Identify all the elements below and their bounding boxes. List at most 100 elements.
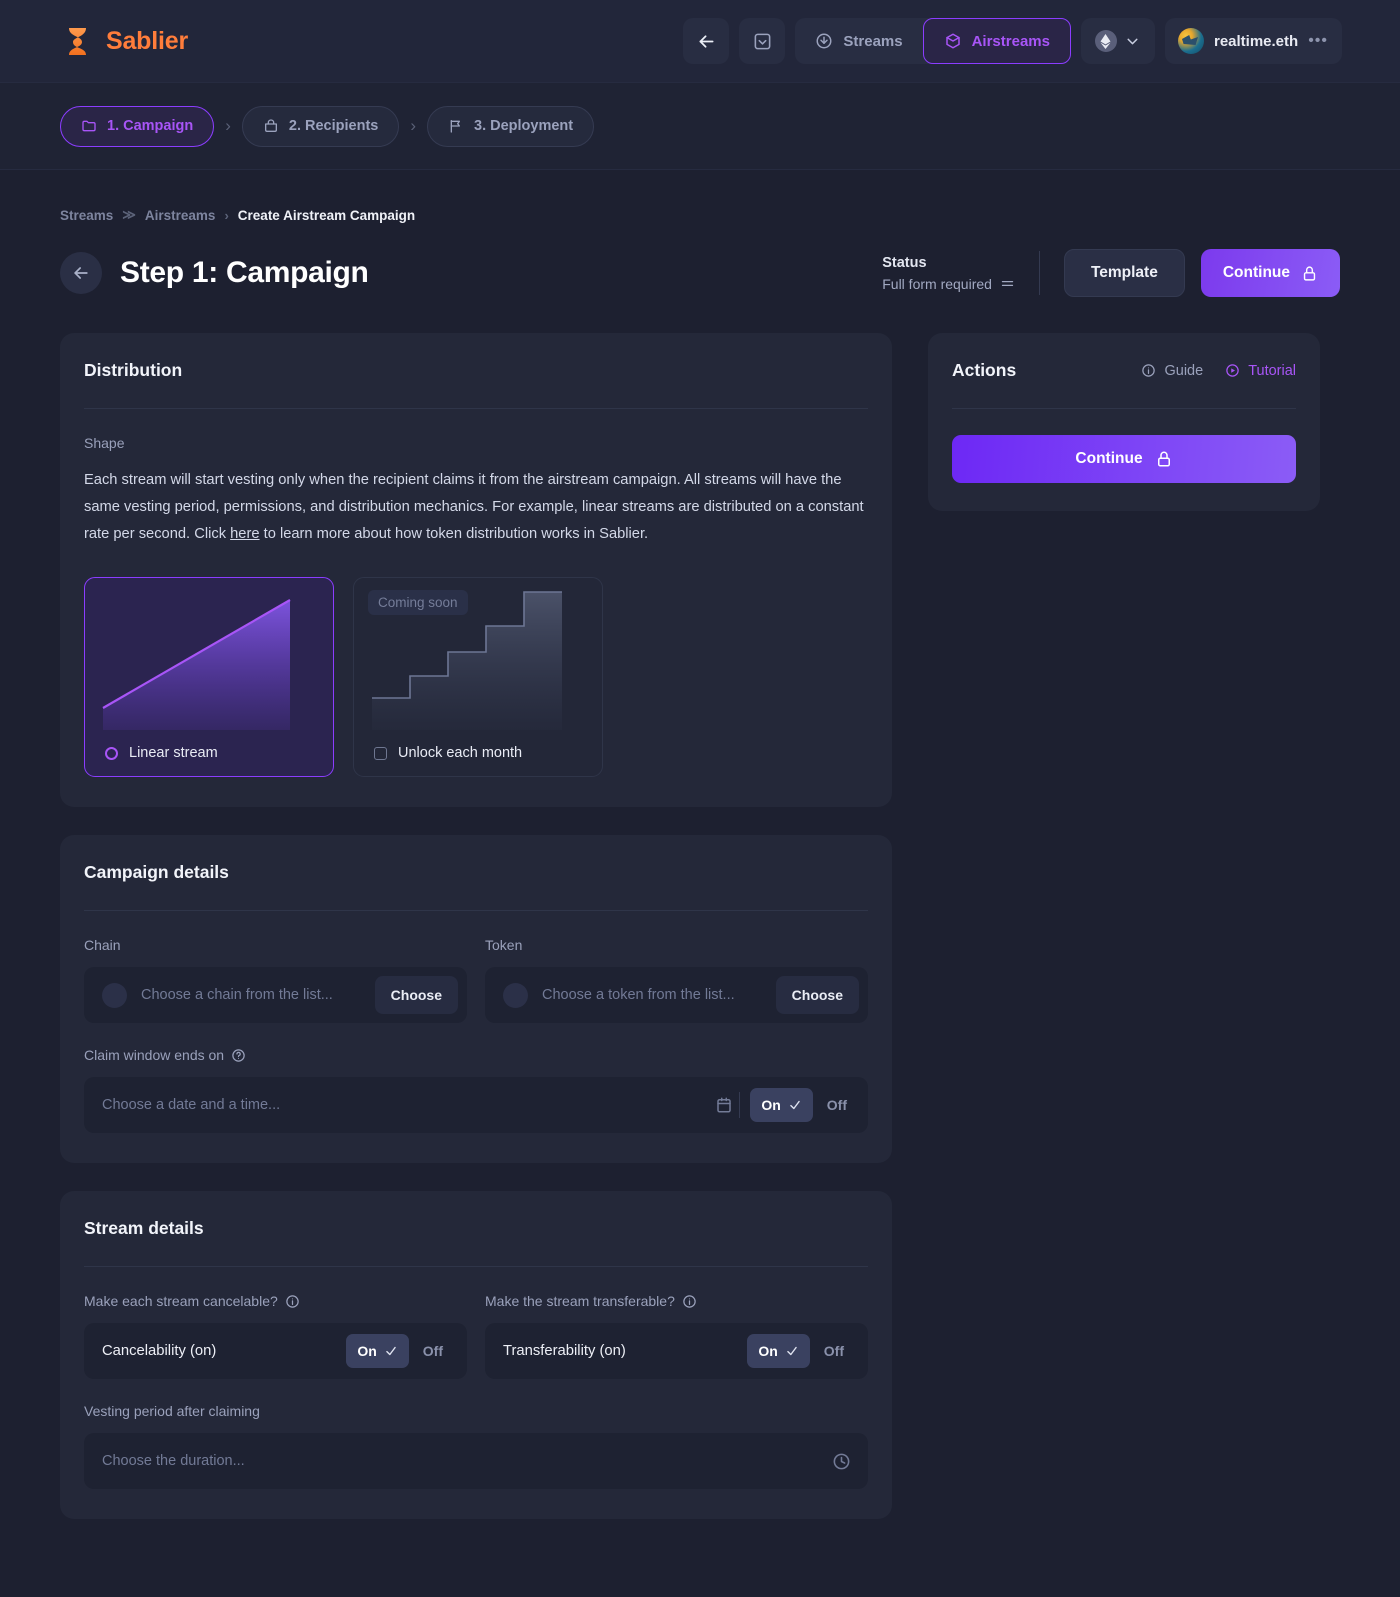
lines-icon bbox=[1001, 281, 1014, 286]
cancelable-on-button[interactable]: On bbox=[346, 1334, 409, 1368]
ethereum-icon bbox=[1094, 30, 1117, 52]
shape-option-unlock-monthly-foot: Unlock each month bbox=[354, 730, 602, 776]
flag-icon bbox=[450, 120, 461, 133]
top-bar: Sablier Streams Airstreams bbox=[0, 0, 1400, 83]
cancelable-off-button[interactable]: Off bbox=[422, 1343, 443, 1359]
claim-window-on-button[interactable]: On bbox=[750, 1088, 813, 1122]
brand[interactable]: Sablier bbox=[60, 24, 188, 58]
continue-button-actions-label: Continue bbox=[1075, 450, 1143, 467]
step-item-deployment[interactable]: 3. Deployment bbox=[427, 105, 595, 147]
actions-card: Actions Guide Tutorial bbox=[928, 333, 1320, 511]
wallet-button[interactable]: realtime.eth ••• bbox=[1164, 18, 1342, 64]
chain-input-row[interactable]: Choose a chain from the list... Choose bbox=[84, 967, 467, 1023]
template-button[interactable]: Template bbox=[1063, 249, 1185, 297]
continue-button-header[interactable]: Continue bbox=[1200, 249, 1340, 297]
token-placeholder: Choose a token from the list... bbox=[542, 987, 735, 1003]
wallet-menu-icon[interactable]: ••• bbox=[1308, 32, 1328, 50]
stream-details-card: Stream details Make each stream cancelab… bbox=[60, 1191, 892, 1519]
unlock-monthly-graph: Coming soon bbox=[354, 578, 602, 730]
transferable-off-button[interactable]: Off bbox=[823, 1343, 844, 1359]
page-header: Step 1: Campaign Status Full form requir… bbox=[60, 245, 1340, 301]
transferable-on-label: On bbox=[758, 1343, 778, 1359]
chain-label: Chain bbox=[84, 937, 121, 953]
nav-back-button[interactable] bbox=[683, 18, 730, 64]
vesting-period-field: Vesting period after claiming Choose the… bbox=[84, 1403, 868, 1489]
transferable-on-button[interactable]: On bbox=[747, 1334, 810, 1368]
left-column: Distribution Shape Each stream will star… bbox=[60, 333, 892, 1547]
step-item-recipients-label: 2. Recipients bbox=[288, 118, 379, 134]
cancelable-label-row: Make each stream cancelable? bbox=[84, 1293, 467, 1309]
divider bbox=[84, 910, 868, 911]
cancelable-field: Make each stream cancelable? Cancelabili… bbox=[84, 1293, 467, 1379]
chain-selector[interactable] bbox=[1080, 18, 1155, 64]
calendar-icon[interactable] bbox=[715, 1096, 733, 1114]
vesting-period-input-row[interactable]: Choose the duration... bbox=[84, 1433, 868, 1489]
avatar bbox=[1177, 28, 1204, 54]
vesting-period-placeholder: Choose the duration... bbox=[102, 1453, 245, 1469]
transferable-toggle: On Off bbox=[747, 1334, 856, 1368]
chain-avatar-placeholder bbox=[102, 982, 127, 1008]
chain-field: Chain Choose a chain from the list... Ch… bbox=[84, 937, 467, 1023]
shape-option-linear[interactable]: Linear stream bbox=[84, 577, 334, 777]
actions-header: Actions Guide Tutorial bbox=[952, 360, 1296, 381]
breadcrumb-sep-1: ≫ bbox=[122, 207, 136, 222]
breadcrumb-airstreams[interactable]: Airstreams bbox=[144, 207, 216, 223]
lock-icon bbox=[1303, 265, 1316, 281]
tutorial-link[interactable]: Tutorial bbox=[1225, 363, 1296, 379]
shape-option-unlock-monthly-label: Unlock each month bbox=[398, 745, 523, 761]
page-body: Streams ≫ Airstreams › Create Airstream … bbox=[0, 170, 1400, 1547]
divider bbox=[84, 1266, 868, 1267]
token-choose-button[interactable]: Choose bbox=[775, 976, 859, 1014]
coming-soon-badge: Coming soon bbox=[368, 590, 468, 615]
shape-option-unlock-monthly[interactable]: Coming soon bbox=[353, 577, 603, 777]
token-label: Token bbox=[485, 937, 523, 953]
bag-icon bbox=[264, 119, 277, 132]
folder-icon bbox=[82, 120, 96, 132]
campaign-details-card: Campaign details Chain Choose a chain fr… bbox=[60, 835, 892, 1163]
question-circle-icon[interactable] bbox=[231, 1048, 246, 1063]
checkbox-unchecked-icon[interactable] bbox=[374, 746, 387, 760]
info-circle-icon[interactable] bbox=[285, 1294, 300, 1309]
claim-window-placeholder: Choose a date and a time... bbox=[102, 1097, 281, 1113]
breadcrumb-streams[interactable]: Streams bbox=[60, 207, 114, 223]
claim-window-off-button[interactable]: Off bbox=[826, 1097, 847, 1113]
vesting-period-label: Vesting period after claiming bbox=[84, 1403, 260, 1419]
chain-choose-button[interactable]: Choose bbox=[374, 976, 458, 1014]
cancelable-label: Make each stream cancelable? bbox=[84, 1293, 278, 1309]
step-separator-2: › bbox=[410, 116, 417, 135]
continue-button-header-label: Continue bbox=[1222, 264, 1290, 281]
cancelable-toggle-row[interactable]: Cancelability (on) On Off bbox=[84, 1323, 467, 1379]
right-column: Actions Guide Tutorial bbox=[928, 333, 1320, 1547]
inbox-button[interactable] bbox=[739, 18, 786, 64]
wallet-name: realtime.eth bbox=[1213, 32, 1299, 50]
guide-link[interactable]: Guide bbox=[1141, 363, 1203, 379]
back-button[interactable] bbox=[60, 252, 102, 294]
radio-selected-icon[interactable] bbox=[105, 746, 118, 760]
nav-item-streams[interactable]: Streams bbox=[795, 18, 922, 64]
transferable-label-row: Make the stream transferable? bbox=[485, 1293, 868, 1309]
page-title: Step 1: Campaign bbox=[120, 256, 369, 289]
transferable-toggle-row[interactable]: Transferability (on) On Off bbox=[485, 1323, 868, 1379]
description-part-1: Each stream will start vesting only when… bbox=[84, 472, 864, 542]
claim-window-on-label: On bbox=[761, 1097, 781, 1113]
here-link[interactable]: here bbox=[230, 526, 260, 542]
step-item-campaign[interactable]: 1. Campaign bbox=[60, 105, 215, 147]
distribution-description: Each stream will start vesting only when… bbox=[84, 467, 868, 548]
play-circle-icon bbox=[1226, 364, 1239, 377]
token-input-row[interactable]: Choose a token from the list... Choose bbox=[485, 967, 868, 1023]
transferable-label: Make the stream transferable? bbox=[485, 1293, 675, 1309]
clock-icon[interactable] bbox=[832, 1452, 851, 1471]
claim-window-input-row[interactable]: Choose a date and a time... On Off bbox=[84, 1077, 868, 1133]
step-separator: › bbox=[225, 116, 231, 135]
description-part-2: to learn more about how token distributi… bbox=[259, 526, 649, 542]
chain-placeholder: Choose a chain from the list... bbox=[141, 987, 333, 1003]
info-circle-icon bbox=[1142, 364, 1156, 377]
step-item-recipients[interactable]: 2. Recipients bbox=[241, 105, 400, 147]
claim-window-toggle: On Off bbox=[750, 1088, 859, 1122]
linear-stream-graph bbox=[85, 578, 333, 730]
continue-button-actions[interactable]: Continue bbox=[952, 435, 1296, 483]
info-circle-icon[interactable] bbox=[682, 1294, 697, 1309]
status-block: Status Full form required bbox=[882, 255, 1039, 292]
step-bar: 1. Campaign › 2. Recipients › 3. Deploym… bbox=[0, 83, 1400, 170]
nav-item-airstreams[interactable]: Airstreams bbox=[922, 18, 1071, 64]
